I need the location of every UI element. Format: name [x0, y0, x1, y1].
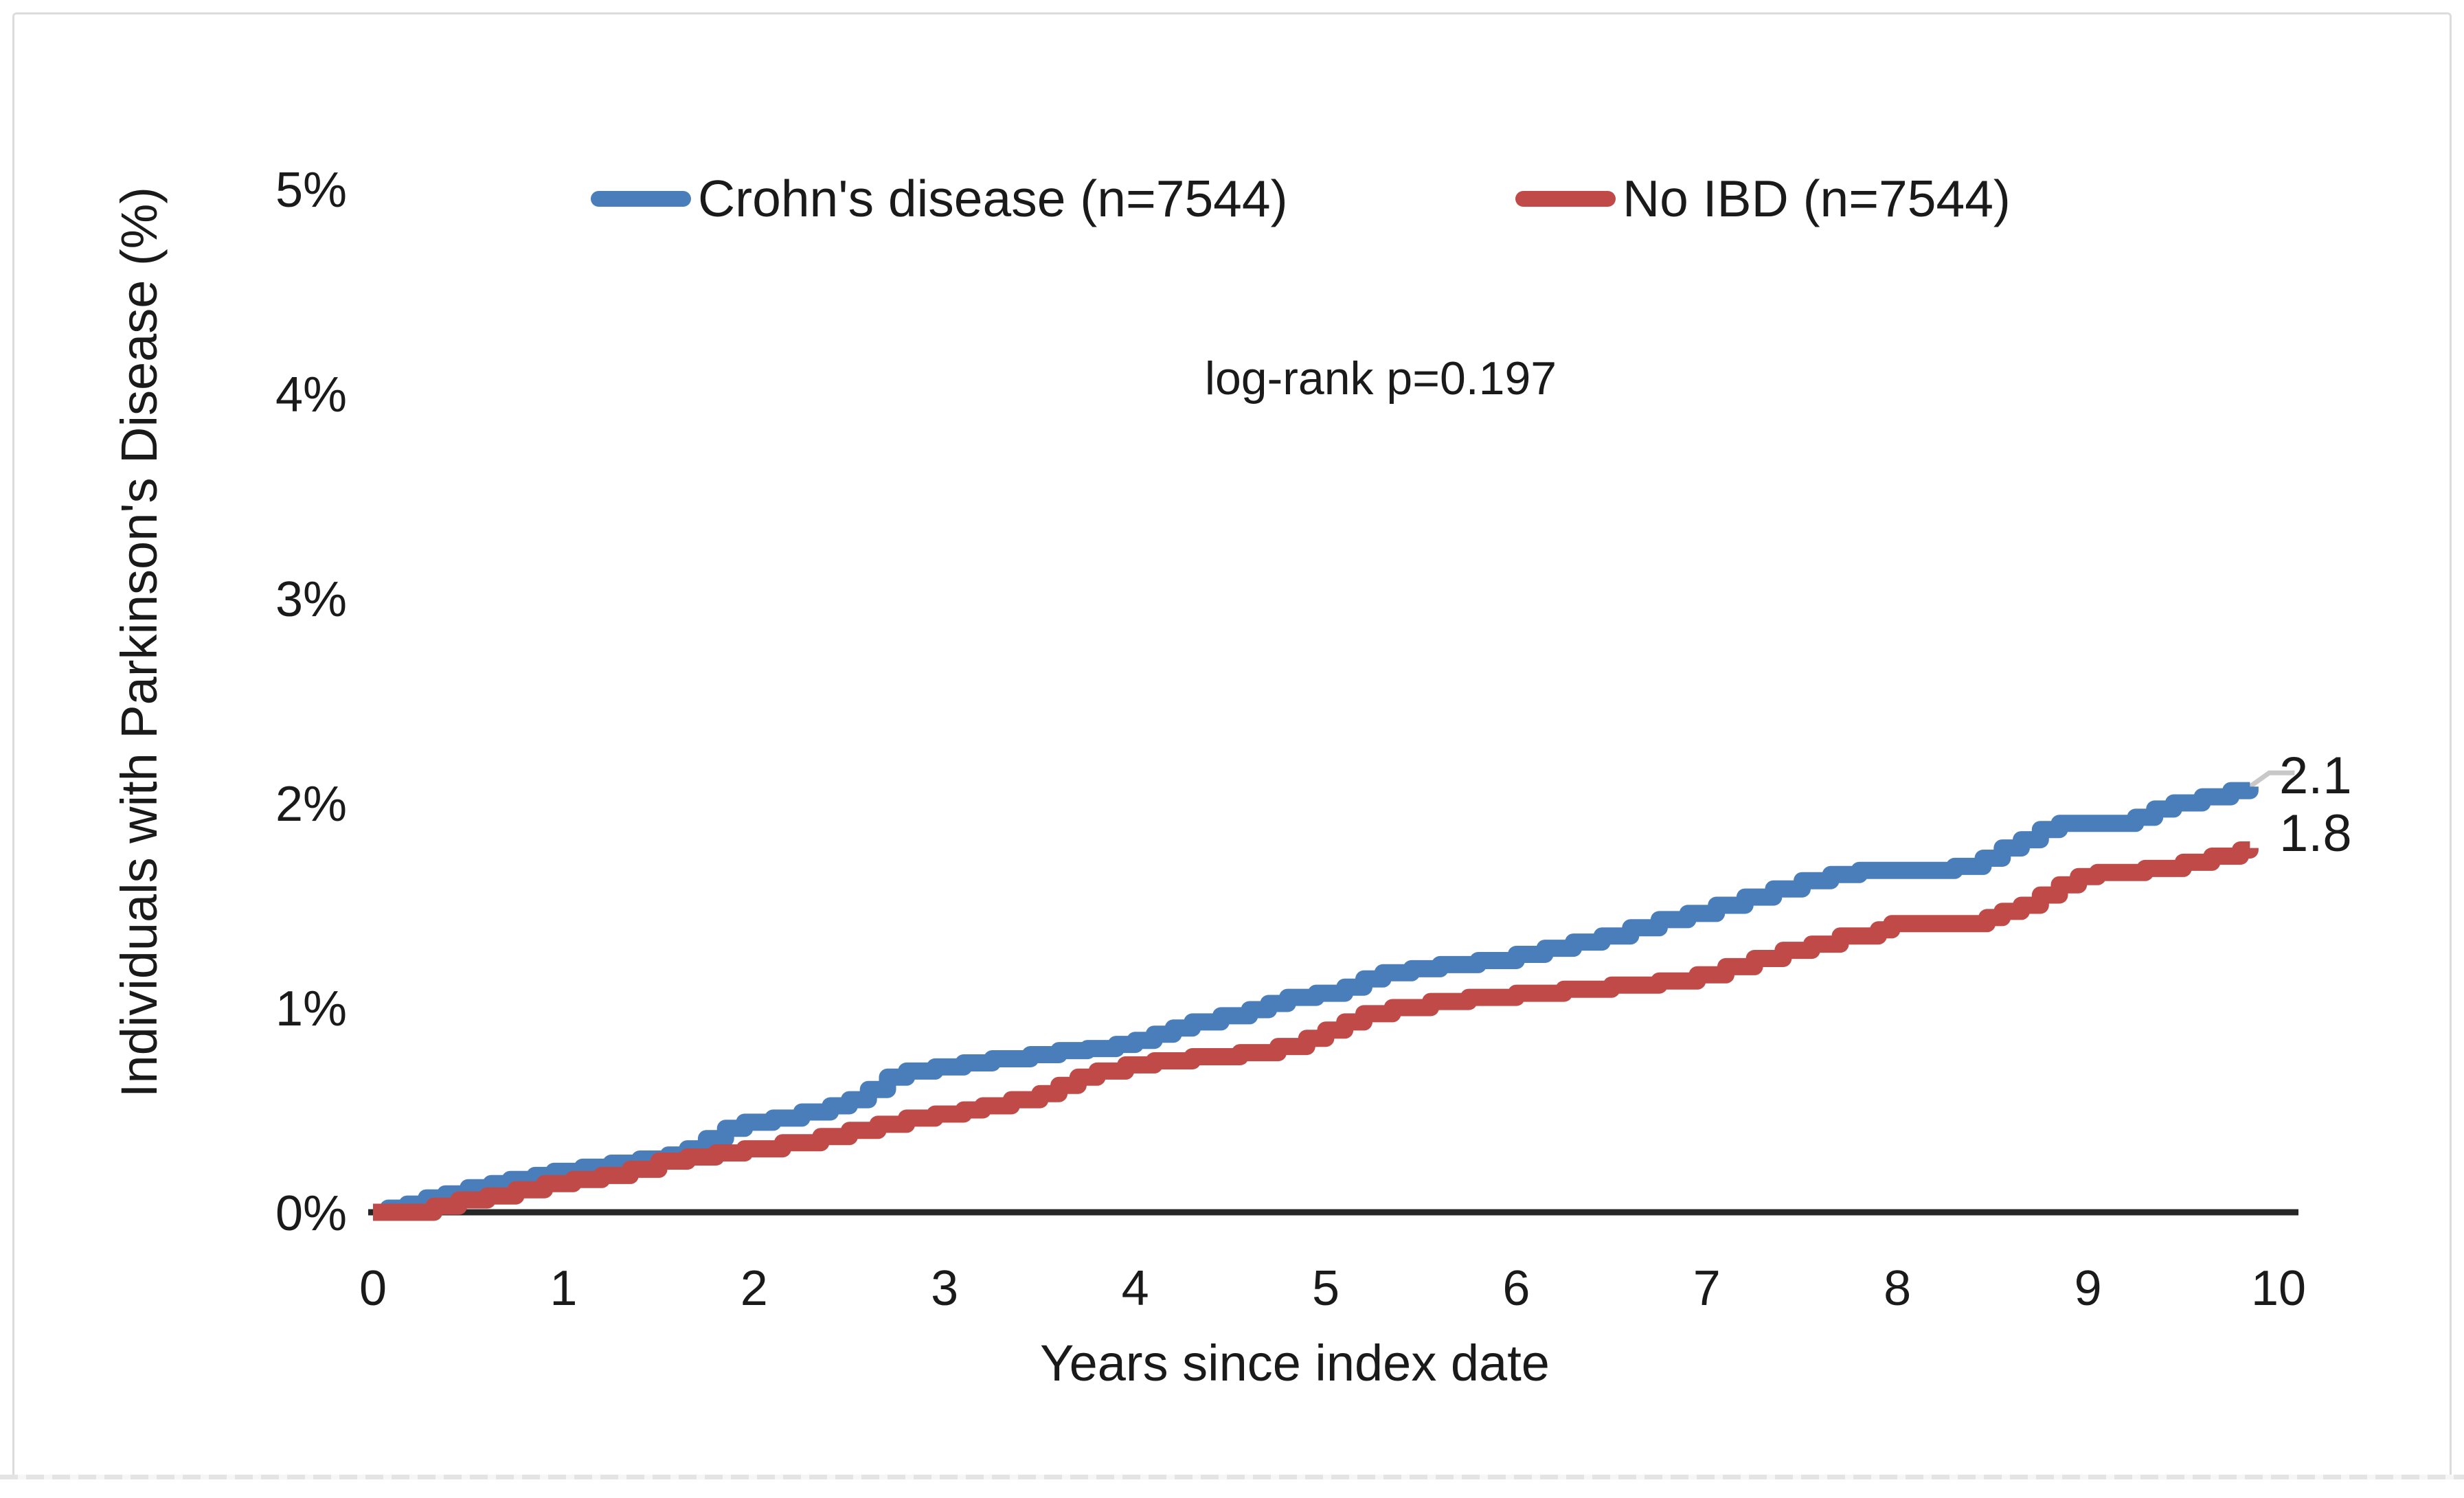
no-ibd-series-line [373, 841, 2259, 1221]
chart-canvas [12, 12, 2452, 1477]
crohns-end-leader-line [2248, 770, 2295, 789]
crohns-legend-label: Crohn's disease (n=7544) [698, 170, 1288, 227]
x-axis-title: Years since index date [1040, 1335, 1550, 1392]
bottom-page-edge-divider [0, 1475, 2464, 1479]
x-tick-label: 1 [550, 1261, 577, 1316]
x-axis-tick-labels: 0 1 2 3 4 5 6 7 8 9 10 [359, 1261, 2306, 1316]
x-tick-label: 5 [1312, 1261, 1340, 1316]
x-tick-label: 6 [1502, 1261, 1530, 1316]
crohns-series-line [373, 782, 2259, 1221]
y-tick-label: 3% [275, 572, 347, 627]
y-tick-label: 1% [275, 981, 347, 1036]
log-rank-annotation: log-rank p=0.197 [1204, 352, 1557, 405]
x-tick-label: 2 [741, 1261, 768, 1316]
y-axis-title: Individuals with Parkinson's Disease (%) [111, 186, 168, 1098]
y-tick-label: 5% [275, 163, 347, 218]
legend-item-no-ibd: No IBD (n=7544) [1515, 168, 2011, 229]
x-tick-label: 7 [1693, 1261, 1721, 1316]
y-tick-label: 4% [275, 367, 347, 422]
y-tick-label: 0% [275, 1186, 347, 1241]
x-tick-label: 8 [1884, 1261, 1911, 1316]
x-tick-label: 3 [931, 1261, 958, 1316]
crohns-legend-line-icon [591, 190, 691, 207]
no-ibd-legend-line-icon [1515, 190, 1616, 207]
no-ibd-end-value-label: 1.8 [2279, 804, 2352, 863]
x-tick-label: 10 [2251, 1261, 2306, 1316]
no-ibd-legend-label: No IBD (n=7544) [1623, 170, 2011, 227]
crohns-end-value-label: 2.1 [2279, 747, 2352, 805]
x-tick-label: 9 [2075, 1261, 2102, 1316]
x-tick-label: 4 [1122, 1261, 1149, 1316]
legend-item-crohns: Crohn's disease (n=7544) [591, 168, 1288, 229]
x-tick-label: 0 [359, 1261, 387, 1316]
y-tick-label: 2% [275, 777, 347, 832]
y-axis-tick-labels: 0% 1% 2% 3% 4% 5% [275, 163, 347, 1241]
